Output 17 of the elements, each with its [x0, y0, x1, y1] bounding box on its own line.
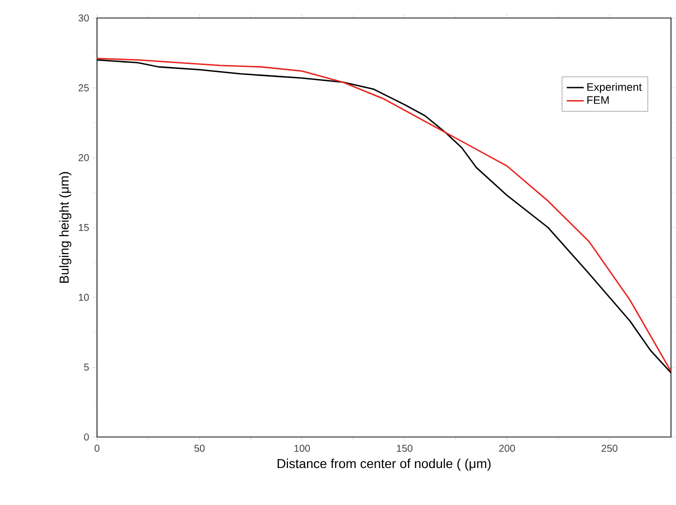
- y-tick-label: 20: [78, 154, 89, 162]
- x-tick-label: 150: [396, 444, 412, 452]
- x-tick-label: 0: [94, 444, 100, 452]
- x-axis-title: Distance from center of nodule ( (μm): [278, 458, 491, 471]
- y-tick-label: 0: [84, 433, 89, 441]
- x-tick-label: 50: [194, 444, 205, 452]
- y-tick-label: 10: [78, 294, 89, 301]
- x-tick-label: 100: [294, 444, 310, 452]
- legend-label: Experiment: [587, 82, 642, 94]
- y-tick-label: 5: [84, 364, 89, 371]
- y-tick-label: 15: [78, 224, 89, 231]
- x-tick-label: 250: [602, 444, 618, 452]
- y-tick-label: 30: [78, 14, 89, 22]
- y-axis-title: Bulging height (μm): [59, 172, 72, 283]
- y-tick-label: 25: [78, 84, 89, 92]
- legend-label: FEM: [587, 96, 609, 104]
- x-tick-label: 200: [499, 444, 515, 452]
